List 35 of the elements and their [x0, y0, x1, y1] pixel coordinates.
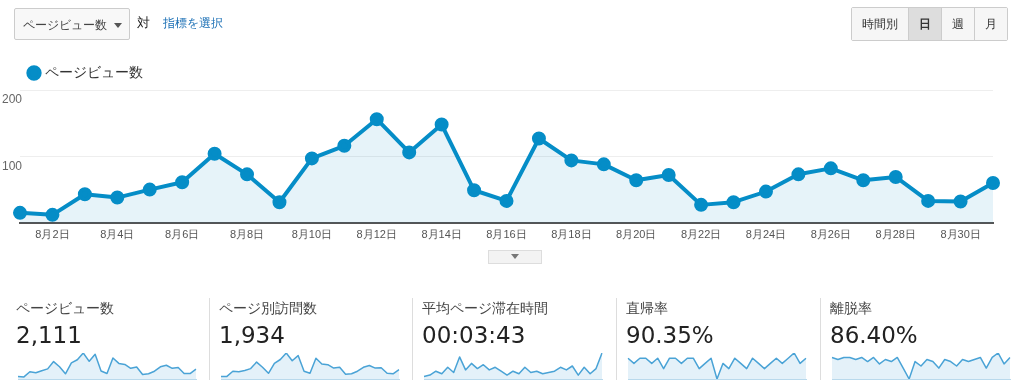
text: 月 [974, 8, 1007, 40]
legend-label: ページビュー数 [45, 63, 143, 80]
y-tick-label: 100 [2, 158, 23, 173]
text: ページビュー数 [23, 18, 107, 32]
chart-subtitle: 00:03:43 [422, 322, 527, 348]
y-tick-label: 200 [2, 92, 23, 107]
x-tick-label: 8月10日 [291, 228, 333, 241]
x-tick-label: 8月20日 [616, 228, 657, 241]
x-tick-label: 8月30日 [940, 228, 981, 241]
x-tick-label: 8月8日 [229, 228, 265, 241]
chart-title: 直帰率 [626, 300, 669, 318]
chart-title: ページビュー数 [16, 300, 115, 318]
x-tick-label: 8月16日 [486, 228, 527, 241]
text: 時間別 [852, 8, 908, 40]
text: 週 [941, 8, 974, 40]
x-tick-label: 8月18日 [551, 228, 592, 241]
chart-subtitle: 2,111 [16, 322, 83, 348]
chart-subtitle: 86.40% [830, 322, 919, 348]
chart-subtitle: 90.35% [626, 322, 715, 348]
text: 日 [908, 8, 941, 40]
x-tick-label: 8月28日 [875, 228, 916, 241]
x-tick-label: 8月14日 [421, 228, 462, 241]
x-tick-label: 8月26日 [810, 228, 852, 241]
x-tick-label: 8月24日 [745, 228, 787, 241]
x-tick-label: 8月12日 [356, 228, 397, 241]
x-tick-label: 8月2日 [35, 228, 70, 241]
text: 指標を選択 [163, 15, 223, 32]
chart-subtitle: 1,934 [219, 322, 286, 348]
text: 対 [137, 14, 150, 32]
x-tick-label: 8月22日 [680, 228, 722, 241]
x-tick-label: 8月6日 [165, 228, 200, 241]
chart-title: 離脱率 [830, 300, 873, 318]
x-tick-label: 8月4日 [100, 228, 135, 241]
chart-title: 平均ページ滞在時間 [422, 300, 549, 318]
chart-title: ページ別訪問数 [219, 300, 318, 318]
